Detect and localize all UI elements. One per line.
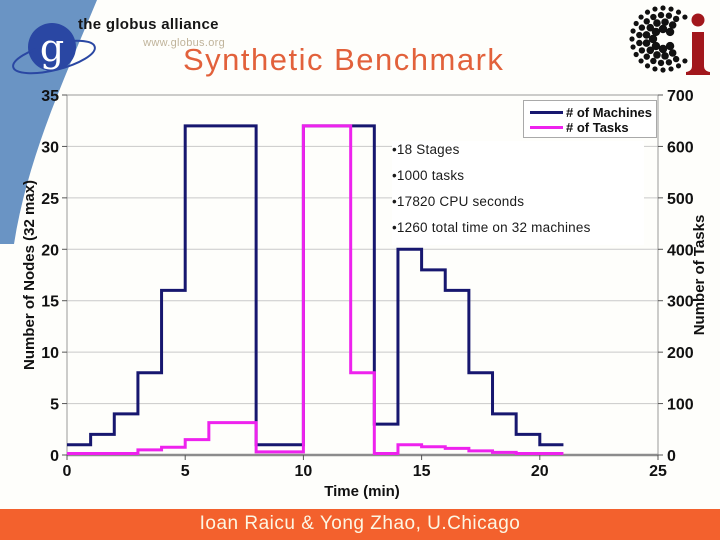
globus-circle xyxy=(28,23,76,71)
svg-text:200: 200 xyxy=(667,345,694,362)
legend-label: # of Machines xyxy=(566,105,652,120)
annotation-item: •1000 tasks xyxy=(392,168,465,183)
footer-credit: Ioan Raicu & Yong Zhao, U.Chicago xyxy=(199,513,521,534)
legend-entry-tasks: # of Tasks xyxy=(530,120,656,135)
svg-text:600: 600 xyxy=(667,139,694,156)
svg-text:25: 25 xyxy=(649,463,667,480)
svg-text:15: 15 xyxy=(41,294,59,311)
globus-logo: g xyxy=(0,0,97,244)
brand-url: www.globus.org xyxy=(143,37,225,49)
annotation-item: •18 Stages xyxy=(392,142,460,157)
svg-text:10: 10 xyxy=(295,463,313,480)
brand-name: the globus alliance xyxy=(78,16,219,33)
svg-text:700: 700 xyxy=(667,88,694,105)
globus-orbit-ellipse-icon xyxy=(12,39,96,75)
svg-text:5: 5 xyxy=(50,397,59,414)
y-axis-right-title: Number of Tasks xyxy=(691,215,708,336)
svg-text:0: 0 xyxy=(63,463,72,480)
svg-text:500: 500 xyxy=(667,191,694,208)
footer-credit-bar: Ioan Raicu & Yong Zhao, U.Chicago xyxy=(0,509,720,540)
x-axis-title: Time (min) xyxy=(324,483,400,500)
ci-i-stem xyxy=(686,32,710,75)
annotation-item: •17820 CPU seconds xyxy=(392,194,525,209)
globus-monogram: g xyxy=(40,26,64,70)
legend-label: # of Tasks xyxy=(566,120,629,135)
ci-dot-ring xyxy=(629,5,688,73)
svg-text:300: 300 xyxy=(667,294,694,311)
ci-i-dot xyxy=(691,13,705,27)
corner-blue-shape xyxy=(0,0,97,244)
machines-line-swatch-icon xyxy=(530,111,563,114)
chart-legend: # of Machines # of Tasks xyxy=(523,100,657,138)
page-title: Synthetic Benchmark xyxy=(183,42,505,77)
svg-text:10: 10 xyxy=(41,345,59,362)
svg-text:5: 5 xyxy=(181,463,190,480)
svg-text:0: 0 xyxy=(50,448,59,465)
svg-text:0: 0 xyxy=(667,448,676,465)
svg-text:100: 100 xyxy=(667,397,694,414)
svg-text:20: 20 xyxy=(531,463,549,480)
annotation-item: •1260 total time on 32 machines xyxy=(392,220,591,235)
tasks-line-swatch-icon xyxy=(530,126,563,129)
svg-text:400: 400 xyxy=(667,242,694,259)
svg-text:15: 15 xyxy=(413,463,431,480)
ci-logo-icon xyxy=(629,5,710,75)
annotation-list: •18 Stages •1000 tasks •17820 CPU second… xyxy=(392,141,644,245)
legend-entry-machines: # of Machines xyxy=(530,105,656,120)
